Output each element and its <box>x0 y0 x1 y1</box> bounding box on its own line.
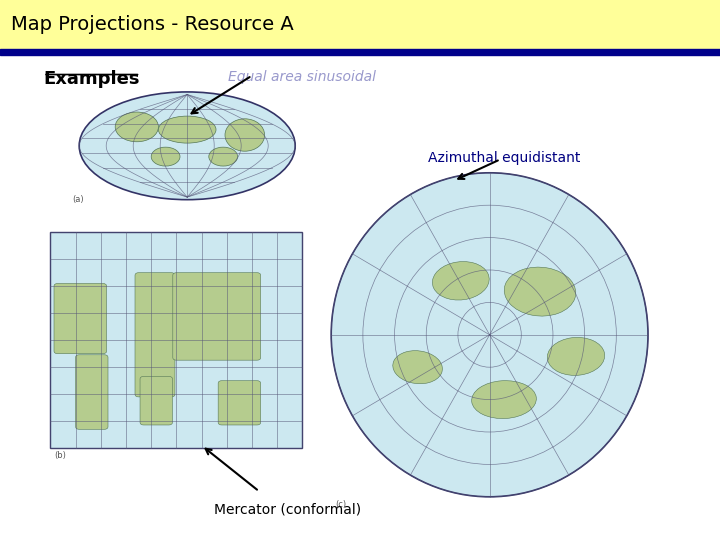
Ellipse shape <box>209 147 238 166</box>
Ellipse shape <box>331 173 648 497</box>
FancyBboxPatch shape <box>0 49 720 55</box>
Ellipse shape <box>393 350 442 384</box>
FancyBboxPatch shape <box>0 0 720 49</box>
FancyBboxPatch shape <box>50 232 302 448</box>
FancyBboxPatch shape <box>218 381 261 425</box>
Text: Examples: Examples <box>43 70 140 88</box>
Ellipse shape <box>433 261 489 300</box>
Ellipse shape <box>115 112 158 141</box>
Text: Azimuthal equidistant: Azimuthal equidistant <box>428 151 580 165</box>
Ellipse shape <box>225 119 265 151</box>
FancyBboxPatch shape <box>173 273 261 360</box>
Text: Equal area sinusoidal: Equal area sinusoidal <box>228 70 377 84</box>
Text: (b): (b) <box>54 451 66 460</box>
Text: (a): (a) <box>72 195 84 204</box>
Ellipse shape <box>79 92 295 200</box>
Ellipse shape <box>547 338 605 375</box>
Text: (c): (c) <box>335 500 346 509</box>
Ellipse shape <box>504 267 576 316</box>
Text: Map Projections - Resource A: Map Projections - Resource A <box>11 15 294 34</box>
FancyBboxPatch shape <box>135 273 175 397</box>
FancyBboxPatch shape <box>54 284 107 354</box>
FancyBboxPatch shape <box>140 376 173 425</box>
Ellipse shape <box>151 147 180 166</box>
FancyBboxPatch shape <box>76 355 108 429</box>
Text: Mercator (conformal): Mercator (conformal) <box>215 502 361 516</box>
Ellipse shape <box>472 381 536 418</box>
Ellipse shape <box>158 116 216 143</box>
